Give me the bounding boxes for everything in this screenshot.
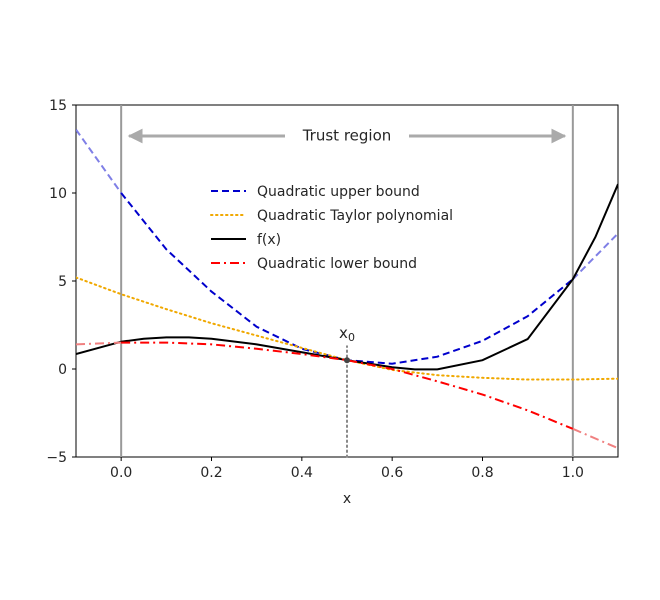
series-quadratic-upper-bound-right-line — [572, 232, 618, 280]
legend-label-quadratic-lower-bound: Quadratic lower bound — [257, 256, 417, 272]
legend-label-quadratic-upper-bound: Quadratic upper bound — [257, 184, 420, 200]
series-quadratic-lower-bound-mid-line — [121, 341, 574, 430]
x0-point — [344, 357, 350, 364]
x-tick-label: 0.2 — [200, 465, 222, 481]
plot-frame — [75, 104, 619, 458]
x-tick-label: 0.4 — [291, 465, 313, 481]
x0-label: x0 — [339, 324, 355, 344]
legend: Quadratic upper bound Quadratic Taylor po… — [210, 184, 453, 272]
series-quadratic-lower-bound-left-line — [76, 341, 122, 346]
legend-label-quadratic-taylor-polynomial: Quadratic Taylor polynomial — [257, 208, 453, 224]
x-tick-label: 0.8 — [471, 465, 493, 481]
x-tick-label: 1.0 — [562, 465, 584, 481]
series-quadratic-lower-bound-right-line — [572, 427, 618, 450]
x-tick-label: 0.6 — [381, 465, 403, 481]
trust-region-label: Trust region — [302, 127, 392, 145]
y-tick-label: 5 — [58, 274, 67, 290]
y-tick-label: −5 — [46, 450, 67, 466]
x-axis-label: x — [343, 491, 351, 507]
series-quadratic-upper-bound-left-line — [76, 129, 122, 194]
legend-label-f-x: f(x) — [257, 232, 281, 248]
series-quadratic-taylor-polynomial-line — [76, 276, 618, 381]
y-tick-label: 10 — [49, 186, 67, 202]
y-axis: −5 0 5 10 15 — [46, 98, 76, 466]
y-tick-label: 0 — [58, 362, 67, 378]
x-axis: 0.0 0.2 0.4 0.6 0.8 1.0 — [110, 457, 584, 481]
x-tick-label: 0.0 — [110, 465, 132, 481]
y-tick-label: 15 — [49, 98, 67, 114]
